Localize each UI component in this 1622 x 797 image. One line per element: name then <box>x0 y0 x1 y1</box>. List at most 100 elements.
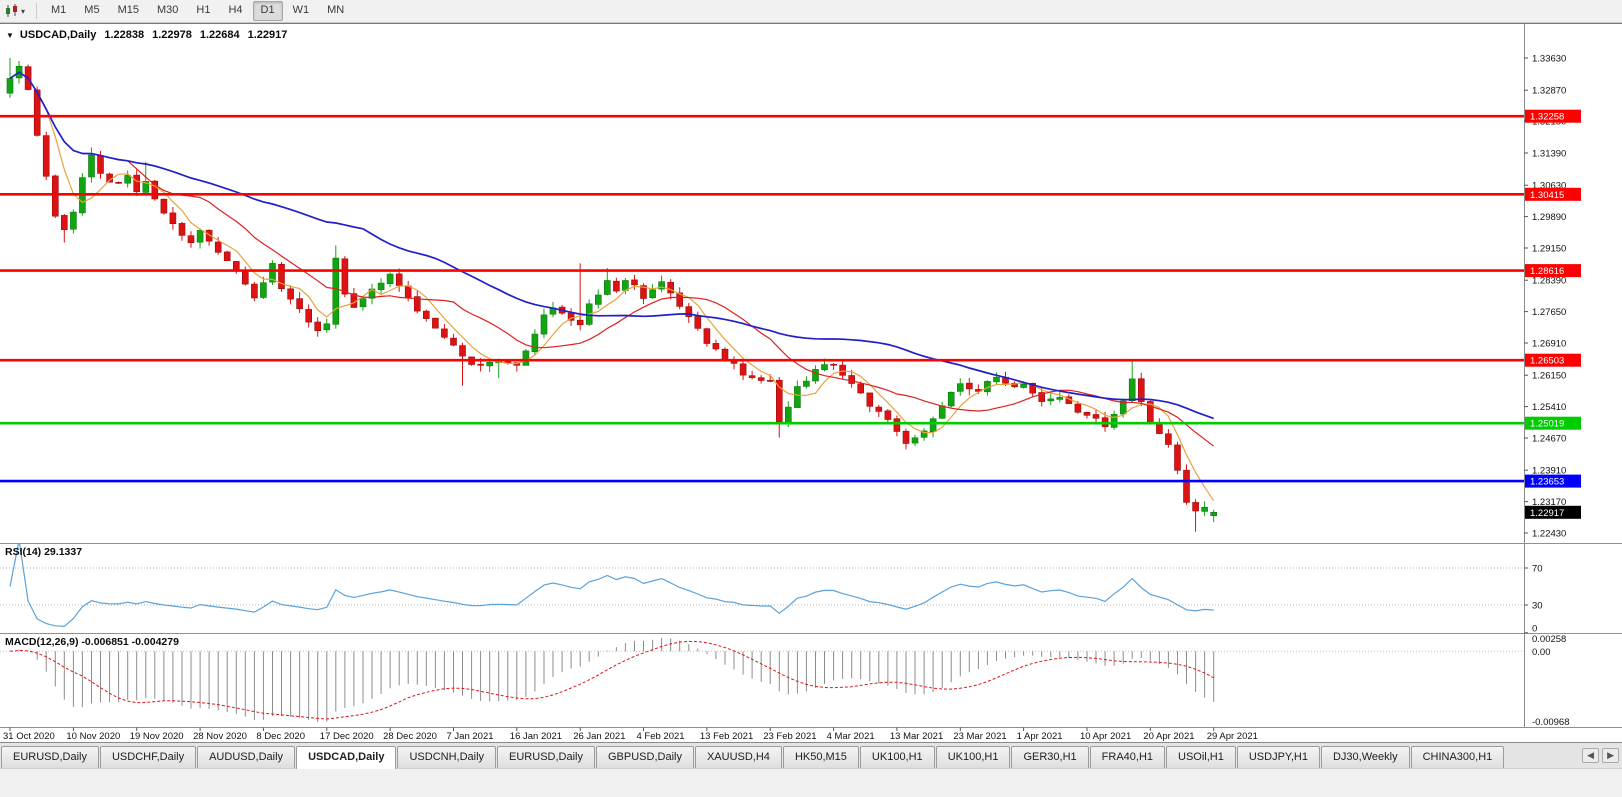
chart-tab-uk100-h1[interactable]: UK100,H1 <box>859 746 935 768</box>
timeframe-button-m5[interactable]: M5 <box>84 4 100 17</box>
svg-text:4 Feb 2021: 4 Feb 2021 <box>637 731 685 742</box>
chart-tab-xauusd-h4[interactable]: XAUUSD,H4 <box>694 746 782 768</box>
svg-text:7 Jan 2021: 7 Jan 2021 <box>447 731 494 742</box>
svg-text:1.26910: 1.26910 <box>1532 339 1566 350</box>
svg-text:1.23170: 1.23170 <box>1532 497 1566 508</box>
chart-tab-china300-h1[interactable]: CHINA300,H1 <box>1410 746 1505 768</box>
ohlc-high-value: 1.22978 <box>152 29 192 41</box>
ma-40-line <box>9 71 1214 420</box>
price-level-label: 1.32258 <box>1525 109 1581 123</box>
chart-tab-ger30-h1[interactable]: GER30,H1 <box>1011 746 1089 768</box>
timeframe-button-d1[interactable]: D1 <box>252 1 283 21</box>
price-level-label: 1.23653 <box>1525 474 1581 488</box>
svg-text:10 Nov 2020: 10 Nov 2020 <box>66 731 120 742</box>
svg-text:13 Feb 2021: 13 Feb 2021 <box>700 731 753 742</box>
svg-text:0.00: 0.00 <box>1532 647 1551 658</box>
symbol-marker-icon: ▼ <box>6 30 14 40</box>
chart-tab-usdchf-daily[interactable]: USDCHF,Daily <box>99 746 197 768</box>
chart-tabs: EURUSD,Daily USDCHF,Daily AUDUSD,Daily USDC… <box>1 746 1505 769</box>
svg-text:20 Apr 2021: 20 Apr 2021 <box>1143 731 1194 742</box>
ma-14-line <box>9 71 1215 447</box>
svg-text:1.26503: 1.26503 <box>1530 356 1564 367</box>
top-toolbar: ▾ M1 M5 M15 M30 H1 H4 D1 W1 MN <box>0 0 1622 23</box>
chart-tab-usdcnh-daily[interactable]: USDCNH,Daily <box>397 746 497 768</box>
svg-text:1.32258: 1.32258 <box>1530 112 1564 123</box>
chart-symbol-label: USDCAD,Daily <box>19 29 97 41</box>
chart-tab-dj30-weekly[interactable]: DJ30,Weekly <box>1320 746 1410 768</box>
horizontal-lines-layer <box>0 114 1524 483</box>
svg-text:70: 70 <box>1532 564 1543 575</box>
chart-tab-gbpusd-daily[interactable]: GBPUSD,Daily <box>596 746 694 768</box>
price-axis[interactable]: 1.336301.328701.321501.313901.306301.298… <box>1524 54 1581 729</box>
svg-text:30: 30 <box>1532 601 1543 612</box>
chart-tab-eurusd-daily[interactable]: EURUSD,Daily <box>497 746 595 768</box>
svg-text:1.24670: 1.24670 <box>1532 434 1566 445</box>
chart-window[interactable]: 1.336301.328701.321501.313901.306301.298… <box>0 23 1622 742</box>
timeframe-button-m1[interactable]: M1 <box>51 4 67 17</box>
price-level-label: 1.22917 <box>1525 505 1581 519</box>
time-axis[interactable]: 31 Oct 2020 10 Nov 2020 19 Nov 2020 28 Nov … <box>3 727 1258 743</box>
price-level-label: 1.25019 <box>1525 416 1581 430</box>
svg-text:1.23910: 1.23910 <box>1532 466 1566 477</box>
svg-text:1 Apr 2021: 1 Apr 2021 <box>1017 731 1063 742</box>
svg-text:10 Apr 2021: 10 Apr 2021 <box>1080 731 1131 742</box>
svg-text:23 Mar 2021: 23 Mar 2021 <box>953 731 1006 742</box>
tab-scroll-left-icon[interactable]: ◀ <box>1582 748 1600 763</box>
price-level-label: 1.26503 <box>1525 353 1581 367</box>
svg-text:31 Oct 2020: 31 Oct 2020 <box>3 731 55 742</box>
svg-text:26 Jan 2021: 26 Jan 2021 <box>573 731 625 742</box>
timeframe-button-m30[interactable]: M30 <box>156 4 179 17</box>
rsi-panel <box>0 544 1524 628</box>
svg-text:4 Mar 2021: 4 Mar 2021 <box>827 731 875 742</box>
chart-ohlc-header: ▼ USDCAD,Daily 1.22838 1.22978 1.22684 1… <box>6 29 287 41</box>
chart-tab-audusd-daily[interactable]: AUDUSD,Daily <box>197 746 296 768</box>
ma-5-line <box>9 71 1215 502</box>
svg-text:1.33630: 1.33630 <box>1532 54 1566 65</box>
svg-text:0.00258: 0.00258 <box>1532 634 1566 645</box>
svg-text:28 Nov 2020: 28 Nov 2020 <box>193 731 247 742</box>
svg-text:1.23653: 1.23653 <box>1530 477 1564 488</box>
svg-text:1.26150: 1.26150 <box>1532 371 1566 382</box>
price-chart-svg[interactable]: 1.336301.328701.321501.313901.306301.298… <box>0 24 1622 743</box>
svg-text:1.25019: 1.25019 <box>1530 419 1564 430</box>
rsi-indicator-label: RSI(14) 29.1337 <box>5 546 83 558</box>
candles-layer <box>6 58 1217 532</box>
moving-averages-layer <box>9 71 1215 502</box>
timeframe-button-m15[interactable]: M15 <box>117 4 139 17</box>
macd-panel <box>0 638 1524 722</box>
chart-tab-usdcad-daily[interactable]: USDCAD,Daily <box>296 746 397 769</box>
svg-text:16 Jan 2021: 16 Jan 2021 <box>510 731 562 742</box>
toolbar-separator <box>36 3 38 19</box>
chart-tab-eurusd-daily[interactable]: EURUSD,Daily <box>1 746 99 768</box>
chart-type-caret-icon[interactable]: ▾ <box>21 6 26 16</box>
ohlc-close-value: 1.22917 <box>247 29 288 41</box>
svg-text:1.31390: 1.31390 <box>1532 149 1566 160</box>
tab-scroll-right-icon[interactable]: ▶ <box>1602 748 1619 763</box>
chart-tab-usdjpy-h1[interactable]: USDJPY,H1 <box>1236 746 1320 768</box>
timeframe-button-mn[interactable]: MN <box>327 4 345 17</box>
ohlc-open-value: 1.22838 <box>104 29 145 41</box>
macd-indicator-label: MACD(12,26,9) -0.006851 -0.004279 <box>5 636 179 648</box>
timeframe-button-h4[interactable]: H4 <box>228 4 243 17</box>
svg-text:1.32870: 1.32870 <box>1532 86 1566 97</box>
svg-text:1.29890: 1.29890 <box>1532 212 1566 223</box>
tab-scroll-controls: ◀ ▶ <box>1582 748 1619 763</box>
timeframe-button-w1[interactable]: W1 <box>292 4 310 17</box>
svg-text:1.27650: 1.27650 <box>1532 307 1566 318</box>
svg-text:1.25410: 1.25410 <box>1532 402 1566 413</box>
svg-text:17 Dec 2020: 17 Dec 2020 <box>320 731 374 742</box>
rsi-line <box>9 544 1214 628</box>
macd-signal-line <box>9 640 1214 720</box>
chart-tab-hk50-m15[interactable]: HK50,M15 <box>782 746 859 768</box>
candlestick-chart-icon[interactable] <box>3 3 21 19</box>
timeframe-buttons: M1 M5 M15 M30 H1 H4 D1 W1 MN <box>42 1 353 21</box>
chart-tab-fra40-h1[interactable]: FRA40,H1 <box>1089 746 1166 768</box>
chart-tab-uk100-h1[interactable]: UK100,H1 <box>935 746 1011 768</box>
chart-tab-usoil-h1[interactable]: USOil,H1 <box>1166 746 1236 768</box>
svg-text:0: 0 <box>1532 624 1537 635</box>
timeframe-button-h1[interactable]: H1 <box>196 4 211 17</box>
svg-text:1.30630: 1.30630 <box>1532 181 1566 192</box>
price-level-label: 1.28616 <box>1525 264 1581 278</box>
ohlc-low-value: 1.22684 <box>199 29 240 41</box>
svg-text:1.29150: 1.29150 <box>1532 244 1566 255</box>
